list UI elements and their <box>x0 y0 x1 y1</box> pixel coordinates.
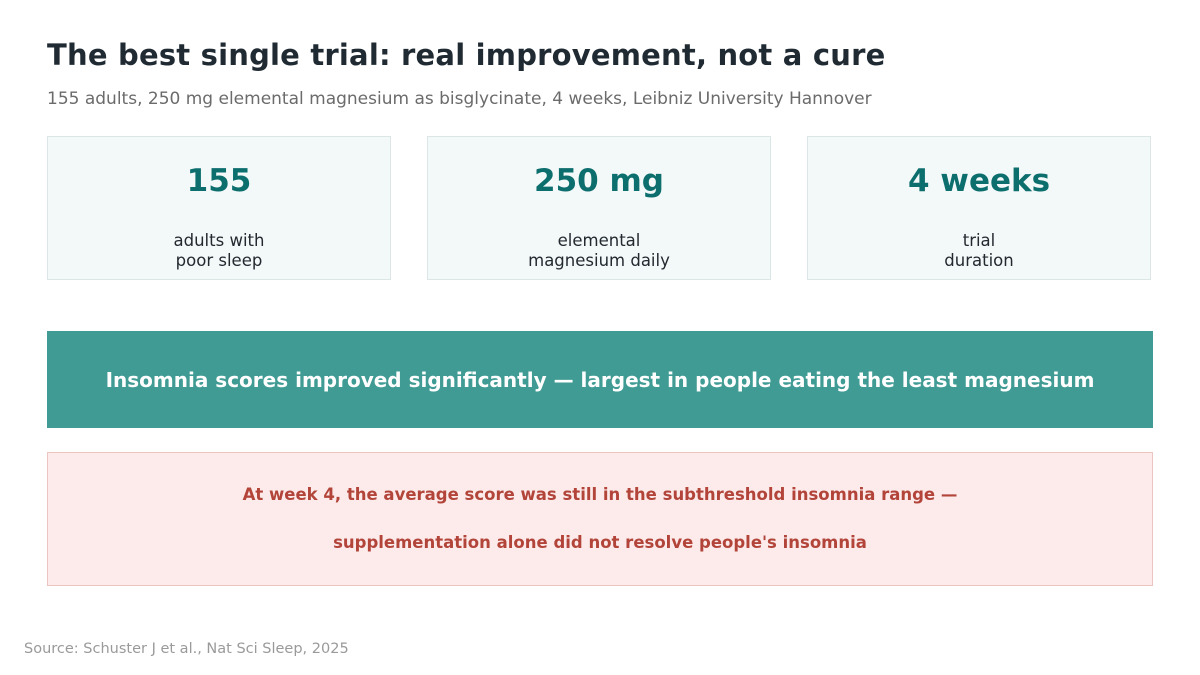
stat-value: 4 weeks <box>907 163 1051 199</box>
stat-label-line: trial <box>962 231 996 250</box>
caveat-box: At week 4, the average score was still i… <box>47 452 1153 586</box>
page-subtitle: 155 adults, 250 mg elemental magnesium a… <box>47 89 872 109</box>
key-finding-banner: Insomnia scores improved significantly —… <box>47 331 1153 428</box>
stat-card-participants: 155 adults with poor sleep <box>47 136 391 280</box>
stat-label-line: magnesium daily <box>528 251 670 270</box>
page-title: The best single trial: real improvement,… <box>47 38 886 72</box>
stat-card-dose: 250 mg elemental magnesium daily <box>427 136 771 280</box>
stat-value: 155 <box>186 163 252 199</box>
stat-value: 250 mg <box>534 163 664 199</box>
source-citation: Source: Schuster J et al., Nat Sci Sleep… <box>24 641 349 657</box>
caveat-line: supplementation alone did not resolve pe… <box>333 533 867 552</box>
stat-card-duration: 4 weeks trial duration <box>807 136 1151 280</box>
key-finding-text: Insomnia scores improved significantly —… <box>105 367 1095 392</box>
stat-label: elemental magnesium daily <box>428 231 770 271</box>
caveat-line: At week 4, the average score was still i… <box>242 485 958 504</box>
stat-label-line: poor sleep <box>175 251 263 270</box>
stat-label-line: adults with <box>173 231 265 250</box>
stat-label-line: elemental <box>557 231 641 250</box>
stat-label: adults with poor sleep <box>48 231 390 271</box>
stat-label-line: duration <box>944 251 1014 270</box>
stat-label: trial duration <box>808 231 1150 271</box>
